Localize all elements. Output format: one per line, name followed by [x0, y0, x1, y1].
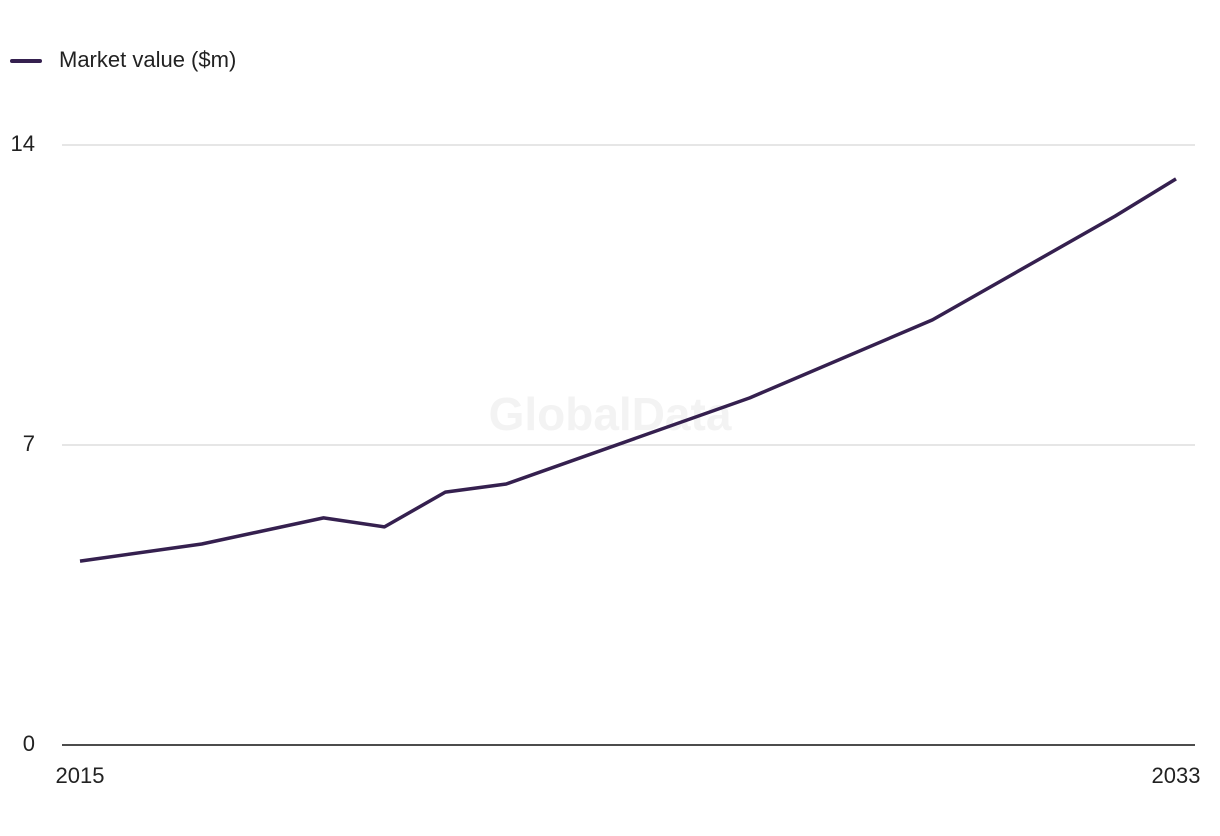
y-tick-label: 0	[23, 731, 35, 756]
x-tick-label: 2033	[1152, 763, 1201, 788]
watermark: GlobalData	[489, 388, 732, 440]
data-line	[79, 177, 1177, 563]
legend-label: Market value ($m)	[59, 47, 236, 72]
y-tick-label: 7	[23, 431, 35, 456]
x-tick-label: 2015	[56, 763, 105, 788]
y-tick-label: 14	[11, 131, 35, 156]
